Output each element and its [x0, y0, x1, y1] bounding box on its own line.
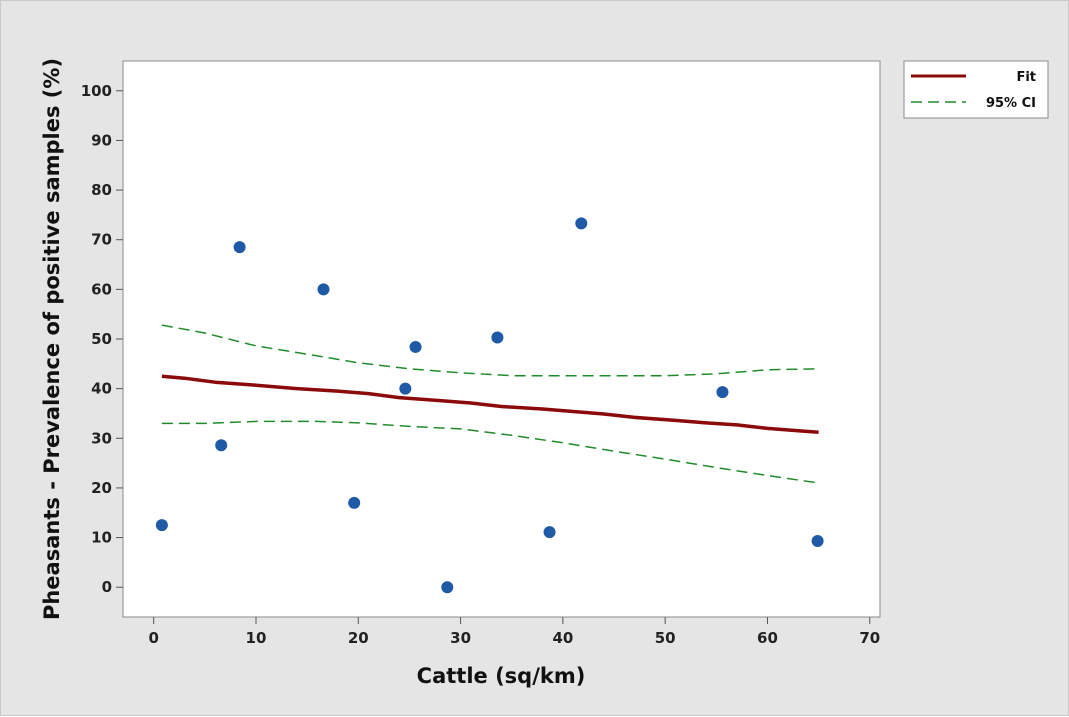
data-point	[317, 283, 330, 296]
y-tick-label: 90	[91, 131, 112, 149]
series-layer	[161, 324, 819, 484]
x-tick-label: 70	[859, 629, 880, 647]
y-tick-label: 50	[91, 330, 112, 348]
y-tick-label: 0	[102, 578, 112, 596]
data-point	[155, 519, 168, 532]
y-tick-label: 40	[91, 380, 112, 398]
legend: Fit 95% CI	[903, 60, 1049, 119]
data-point	[399, 382, 412, 395]
y-tick-label: 10	[91, 529, 112, 547]
x-tick-label: 50	[655, 629, 676, 647]
x-tick-label: 60	[757, 629, 778, 647]
x-tick-label: 0	[148, 629, 158, 647]
data-point	[491, 331, 504, 344]
data-point	[233, 241, 246, 254]
y-tick-label: 30	[91, 429, 112, 447]
legend-box	[903, 60, 1049, 119]
data-point	[348, 496, 361, 509]
x-tick-label: 40	[552, 629, 573, 647]
y-axis: 0 10 20 30 40 50 60 70 80 90 100	[81, 82, 123, 596]
ci-upper-line	[161, 324, 819, 377]
y-tick-label: 100	[81, 82, 112, 100]
legend-fit-label: Fit	[1016, 70, 1036, 85]
y-tick-label: 20	[91, 479, 112, 497]
x-axis: 0 10 20 30 40 50 60 70	[148, 617, 880, 647]
fit-line	[161, 374, 819, 435]
points-layer	[155, 217, 824, 594]
x-tick-label: 10	[246, 629, 267, 647]
data-point	[215, 439, 228, 452]
x-axis-title: Cattle (sq/km)	[417, 664, 586, 688]
y-tick-label: 80	[91, 181, 112, 199]
data-point	[409, 340, 422, 353]
ci-lower-line	[161, 420, 819, 484]
x-tick-label: 20	[348, 629, 369, 647]
y-axis-title: Pheasants - Prevalence of positive sampl…	[40, 58, 64, 620]
legend-ci-label: 95% CI	[986, 96, 1036, 111]
data-point	[543, 526, 556, 539]
data-point	[441, 581, 454, 594]
data-point	[575, 217, 588, 230]
data-point	[811, 535, 824, 548]
data-point	[716, 386, 729, 399]
y-tick-label: 60	[91, 280, 112, 298]
x-tick-label: 30	[450, 629, 471, 647]
y-tick-label: 70	[91, 231, 112, 249]
